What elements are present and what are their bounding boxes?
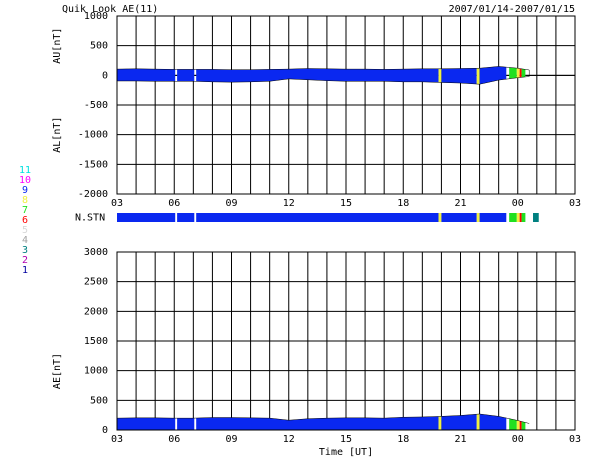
x-tick-label: 06 — [168, 434, 180, 445]
station-segment — [476, 66, 480, 85]
station-fill — [117, 213, 539, 222]
ae-line — [116, 413, 530, 424]
station-segment — [441, 66, 477, 85]
x-tick-label: 03 — [111, 434, 123, 445]
station-segment — [438, 413, 442, 430]
station-segment — [509, 66, 517, 85]
y-tick-label: 0 — [102, 425, 108, 436]
station-fill — [117, 66, 526, 85]
station-segment — [509, 213, 517, 222]
y-axis-label: N.STN — [75, 213, 105, 224]
station-segment — [117, 213, 176, 222]
y-tick-label: 500 — [90, 41, 108, 52]
station-segment — [509, 413, 517, 430]
chart-subtitle: 2007/01/14-2007/01/15 — [449, 4, 575, 15]
x-tick-label: 09 — [225, 434, 237, 445]
plot-frame — [116, 15, 576, 195]
y-tick-label: -2000 — [78, 189, 108, 200]
station-segment — [516, 413, 520, 430]
x-tick-label: 03 — [569, 198, 581, 209]
legend-label: 4 — [22, 235, 28, 246]
station-segment — [479, 213, 507, 222]
station-segment — [516, 66, 520, 85]
station-segment — [521, 66, 526, 85]
x-tick-label: 21 — [454, 198, 466, 209]
plot-frame — [116, 251, 576, 431]
y-tick-label: 2500 — [84, 277, 108, 288]
legend-label: 11 — [19, 165, 31, 176]
station-segment — [438, 213, 442, 222]
y-axis-label: AU[nT] — [52, 28, 63, 64]
x-tick-label: 21 — [454, 434, 466, 445]
x-tick-label: 15 — [340, 198, 352, 209]
x-tick-label: 18 — [397, 434, 409, 445]
station-segment — [521, 213, 526, 222]
y-axis-label: AE[nT] — [52, 353, 63, 389]
station-segment — [441, 213, 477, 222]
y-tick-label: 0 — [102, 70, 108, 81]
x-tick-label: 18 — [397, 198, 409, 209]
chart-title: Quik Look AE(11) — [62, 4, 158, 15]
station-segment — [519, 413, 522, 430]
legend-label: 1 — [22, 265, 28, 276]
station-segment — [441, 413, 477, 430]
station-segment — [438, 66, 442, 85]
x-tick-label: 09 — [225, 198, 237, 209]
station-segment — [177, 213, 195, 222]
x-tick-label: 03 — [569, 434, 581, 445]
x-tick-label: 00 — [512, 434, 524, 445]
y-tick-label: 1000 — [84, 11, 108, 22]
x-tick-label: 06 — [168, 198, 180, 209]
legend-label: 7 — [22, 205, 28, 216]
x-tick-label: 12 — [283, 434, 295, 445]
station-segment — [476, 213, 480, 222]
station-segment — [533, 213, 539, 222]
station-segment — [177, 66, 195, 85]
y-tick-label: 2000 — [84, 306, 108, 317]
station-segment — [117, 66, 176, 85]
y-tick-label: 1000 — [84, 366, 108, 377]
au-al-band — [116, 66, 530, 85]
x-tick-label: 12 — [283, 198, 295, 209]
legend-label: 10 — [19, 175, 31, 186]
y-tick-label: 1500 — [84, 336, 108, 347]
legend-label: 3 — [22, 245, 28, 256]
legend-label: 2 — [22, 255, 28, 266]
x-tick-label: 15 — [340, 434, 352, 445]
legend-label: 6 — [22, 215, 28, 226]
x-axis-label: Time [UT] — [319, 447, 373, 458]
y-tick-label: 500 — [90, 395, 108, 406]
y-tick-label: -500 — [84, 100, 108, 111]
y-tick-label: 3000 — [84, 247, 108, 258]
x-tick-label: 03 — [111, 198, 123, 209]
station-segment — [196, 213, 439, 222]
station-segment — [476, 413, 480, 430]
x-tick-label: 00 — [512, 198, 524, 209]
station-segment — [516, 213, 520, 222]
y-tick-label: -1500 — [78, 159, 108, 170]
y-tick-label: -1000 — [78, 130, 108, 141]
legend-label: 8 — [22, 195, 28, 206]
y-axis-label: AL[nT] — [52, 117, 63, 153]
station-segment — [519, 66, 522, 85]
legend-label: 5 — [22, 225, 28, 236]
station-segment — [519, 213, 522, 222]
station-segment — [196, 66, 439, 85]
legend-label: 9 — [22, 185, 28, 196]
station-segment — [479, 413, 507, 430]
